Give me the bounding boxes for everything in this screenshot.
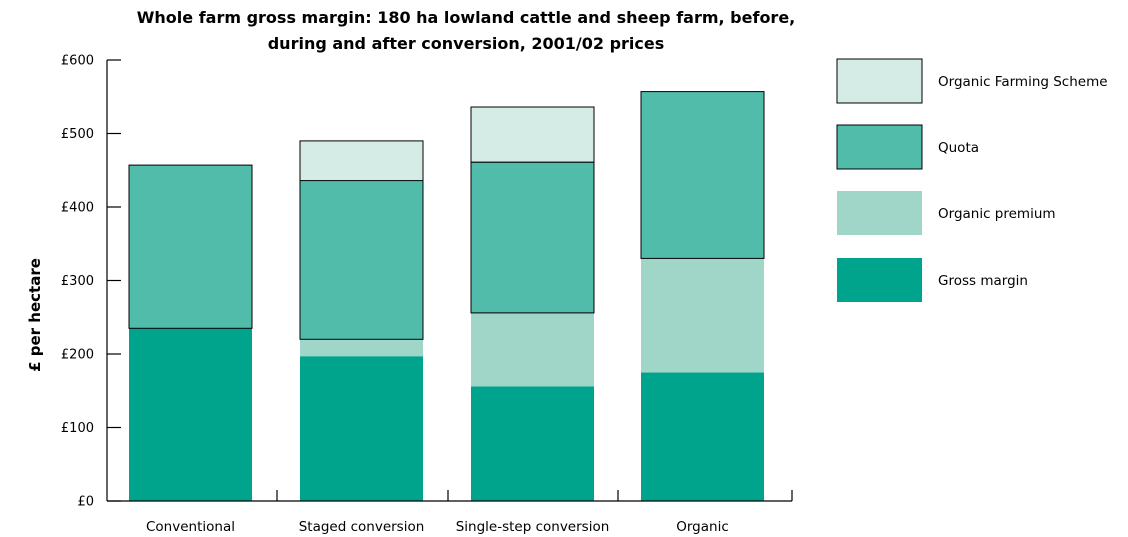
bar-segment-quota-3 [470, 161, 595, 314]
bar-segment-gross-margin-1 [129, 328, 252, 501]
x-tick-label-2: Staged conversion [299, 519, 425, 535]
y-tick-label-2: £200 [61, 348, 94, 363]
bar-segment-quota-2 [299, 180, 424, 340]
legend-swatch-organic-farming-scheme [836, 58, 923, 104]
y-tick-label-1: £100 [61, 421, 94, 436]
legend-swatch-quota [836, 124, 923, 170]
y-tick-label-6: £600 [61, 54, 94, 69]
x-tick-label-3: Single-step conversion [456, 519, 610, 535]
legend-swatch-gross-margin [837, 258, 922, 302]
y-tick-label-4: £400 [61, 201, 94, 216]
chart-title-line-1: Whole farm gross margin: 180 ha lowland … [137, 8, 796, 27]
x-tick-label-1: Conventional [146, 519, 235, 535]
y-tick-label-3: £300 [61, 274, 94, 289]
bar-segment-organic-farming-scheme-2 [299, 140, 424, 182]
legend-label-organic-premium: Organic premium [938, 206, 1056, 222]
bar-segment-gross-margin-2 [300, 356, 423, 501]
bar-segment-quota-4 [640, 91, 765, 259]
legend-label-organic-farming-scheme: Organic Farming Scheme [938, 74, 1108, 90]
y-tick-label-5: £500 [61, 127, 94, 142]
x-tick-label-4: Organic [676, 519, 729, 535]
bar-segment-organic-premium-4 [641, 258, 764, 373]
legend-label-gross-margin: Gross margin [938, 273, 1028, 289]
legend: Organic Farming Scheme Quota Organic premi… [836, 58, 1108, 302]
bar-segment-quota-1 [128, 164, 253, 329]
bar-segment-organic-farming-scheme-3 [470, 106, 595, 163]
y-tick-label-0: £0 [77, 495, 94, 510]
legend-swatch-organic-premium [837, 191, 922, 235]
legend-label-quota: Quota [938, 140, 979, 156]
plot-area: Conventional Staged conversion Single-step… [61, 54, 793, 535]
bar-segment-gross-margin-4 [641, 372, 764, 501]
chart-title-line-2: during and after conversion, 2001/02 pri… [268, 34, 665, 53]
bar-segment-organic-premium-3 [471, 312, 594, 387]
bar-segment-organic-premium-2 [300, 339, 423, 357]
bar-segment-gross-margin-3 [471, 386, 594, 501]
y-axis-label: £ per hectare [26, 258, 44, 372]
